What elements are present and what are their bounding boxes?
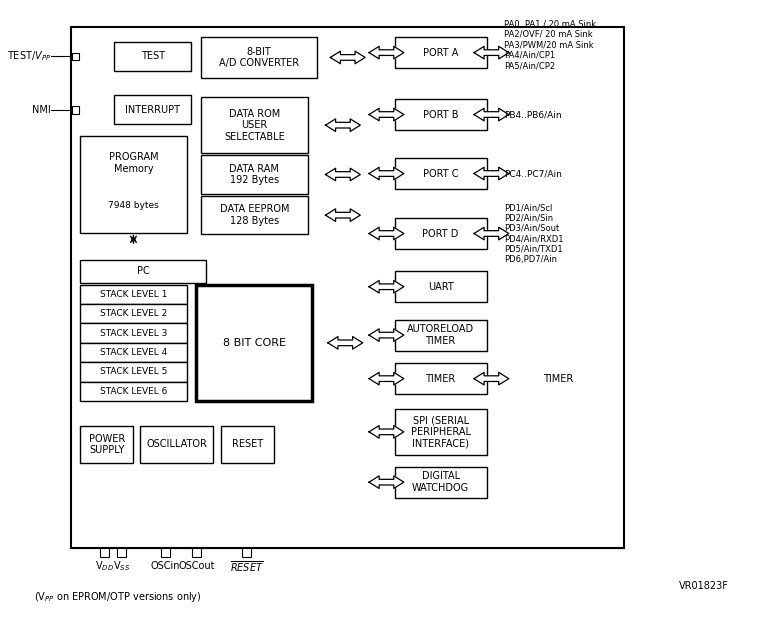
Text: V$_{DD}$: V$_{DD}$ (95, 560, 114, 573)
Polygon shape (369, 227, 404, 240)
Polygon shape (369, 372, 404, 385)
Bar (196, 285, 312, 401)
Bar (71, 27, 624, 548)
Text: VR01823F: VR01823F (679, 581, 729, 590)
Text: 8 BIT CORE: 8 BIT CORE (223, 338, 286, 348)
Bar (192, 549, 201, 557)
Bar (201, 97, 308, 153)
Text: STACK LEVEL 1: STACK LEVEL 1 (100, 290, 167, 299)
Bar (395, 320, 486, 350)
Bar (81, 362, 186, 381)
Text: TIMER: TIMER (426, 374, 456, 384)
Text: DATA RAM
192 Bytes: DATA RAM 192 Bytes (229, 164, 279, 185)
Text: OSCILLATOR: OSCILLATOR (146, 439, 207, 449)
Bar (395, 466, 486, 498)
Text: $\overline{RESET}$: $\overline{RESET}$ (229, 559, 264, 574)
Text: PC4..PC7/Ain: PC4..PC7/Ain (504, 169, 562, 178)
Bar (71, 106, 79, 114)
Polygon shape (325, 168, 360, 181)
Text: 7948 bytes: 7948 bytes (108, 201, 159, 210)
Text: PORT A: PORT A (423, 48, 459, 57)
Text: TIMER: TIMER (543, 374, 573, 384)
Text: TEST/$V_{PP}$: TEST/$V_{PP}$ (7, 49, 51, 64)
Text: PA0..PA1 / 20 mA Sink
PA2/OVF/ 20 mA Sink
PA3/PWM/20 mA Sink
PA4/Ain/CP1
PA5/Ain: PA0..PA1 / 20 mA Sink PA2/OVF/ 20 mA Sin… (504, 20, 596, 70)
Text: STACK LEVEL 5: STACK LEVEL 5 (100, 367, 167, 376)
Polygon shape (474, 108, 509, 121)
Text: PD1/Ain/Scl
PD2/Ain/Sin
PD3/Ain/Sout
PD4/Ain/RXD1
PD5/Ain/TXD1
PD6,PD7/Ain: PD1/Ain/Scl PD2/Ain/Sin PD3/Ain/Sout PD4… (504, 203, 564, 264)
Text: 8-BIT
A/D CONVERTER: 8-BIT A/D CONVERTER (219, 47, 299, 68)
Text: V$_{SS}$: V$_{SS}$ (114, 560, 130, 573)
Text: PROGRAM
Memory: PROGRAM Memory (109, 152, 158, 174)
Bar (81, 343, 186, 362)
Bar (201, 196, 308, 234)
Bar (161, 549, 170, 557)
Text: PORT D: PORT D (423, 228, 459, 239)
Bar (71, 52, 79, 60)
Text: PB4..PB6/Ain: PB4..PB6/Ain (504, 110, 561, 119)
Bar (395, 271, 486, 302)
Bar (81, 136, 186, 233)
Polygon shape (369, 108, 404, 121)
Text: TEST: TEST (141, 51, 165, 62)
Text: DIGITAL
WATCHDOG: DIGITAL WATCHDOG (412, 471, 469, 493)
Text: PC: PC (137, 267, 150, 276)
Bar (100, 549, 109, 557)
Bar (117, 549, 127, 557)
Bar (81, 426, 133, 463)
Bar (395, 158, 486, 189)
Bar (201, 37, 318, 78)
Bar (221, 426, 274, 463)
Bar (81, 260, 206, 283)
Text: PORT B: PORT B (423, 110, 459, 120)
Bar (81, 381, 186, 401)
Polygon shape (369, 281, 404, 293)
Text: AUTORELOAD
TIMER: AUTORELOAD TIMER (407, 325, 474, 346)
Text: POWER
SUPPLY: POWER SUPPLY (89, 434, 125, 455)
Text: (V$_{PP}$ on EPROM/OTP versions only): (V$_{PP}$ on EPROM/OTP versions only) (34, 590, 202, 604)
Bar (114, 95, 192, 124)
Bar (201, 155, 308, 194)
Text: RESET: RESET (232, 439, 262, 449)
Bar (395, 363, 486, 394)
Bar (395, 99, 486, 130)
Polygon shape (369, 426, 404, 438)
Bar (395, 408, 486, 455)
Text: OSCin: OSCin (150, 561, 180, 571)
Polygon shape (325, 119, 360, 131)
Polygon shape (369, 329, 404, 341)
Text: SPI (SERIAL
PERIPHERAL
INTERFACE): SPI (SERIAL PERIPHERAL INTERFACE) (410, 415, 471, 449)
Bar (140, 426, 212, 463)
Polygon shape (328, 336, 363, 349)
Text: NMI: NMI (32, 105, 51, 115)
Text: STACK LEVEL 3: STACK LEVEL 3 (100, 329, 167, 337)
Text: DATA ROM
USER
SELECTABLE: DATA ROM USER SELECTABLE (224, 109, 285, 142)
Polygon shape (369, 46, 404, 59)
Text: STACK LEVEL 2: STACK LEVEL 2 (100, 309, 167, 318)
Bar (81, 285, 186, 304)
Text: STACK LEVEL 6: STACK LEVEL 6 (100, 387, 167, 395)
Bar (81, 323, 186, 343)
Polygon shape (474, 372, 509, 385)
Polygon shape (474, 46, 509, 59)
Text: UART: UART (428, 282, 453, 292)
Bar (242, 549, 251, 557)
Bar (395, 218, 486, 249)
Text: OSCout: OSCout (178, 561, 215, 571)
Polygon shape (369, 476, 404, 489)
Polygon shape (325, 209, 360, 222)
Bar (395, 37, 486, 68)
Bar (114, 42, 192, 71)
Text: STACK LEVEL 4: STACK LEVEL 4 (100, 348, 167, 357)
Bar (81, 304, 186, 323)
Polygon shape (331, 51, 365, 64)
Text: INTERRUPT: INTERRUPT (125, 105, 180, 115)
Polygon shape (474, 227, 509, 240)
Text: PORT C: PORT C (423, 168, 459, 178)
Polygon shape (474, 167, 509, 180)
Polygon shape (369, 167, 404, 180)
Text: DATA EEPROM
128 Bytes: DATA EEPROM 128 Bytes (219, 204, 289, 226)
